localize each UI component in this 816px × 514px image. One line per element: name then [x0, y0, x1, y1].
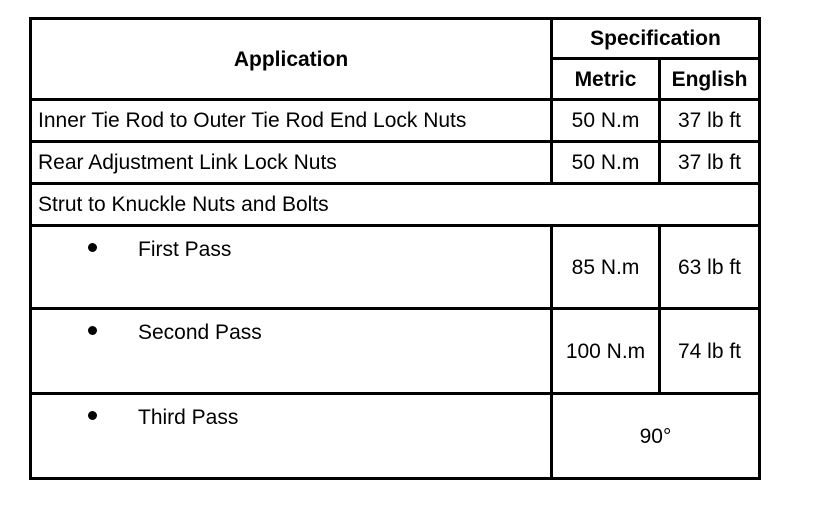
application-cell: First Pass: [29, 224, 553, 310]
application-cell: Second Pass: [29, 307, 553, 395]
english-cell: 37 lb ft: [658, 140, 761, 185]
bullet-icon: [88, 243, 97, 252]
metric-cell: 50 N.m: [550, 98, 661, 143]
header-metric: Metric: [550, 57, 661, 101]
application-cell: Third Pass: [29, 392, 553, 480]
application-text: Second Pass: [138, 321, 262, 344]
table-row: First Pass 85 N.m 63 lb ft: [29, 224, 761, 310]
application-text: Third Pass: [138, 406, 239, 429]
metric-cell: 100 N.m: [550, 307, 661, 395]
metric-cell: 85 N.m: [550, 224, 661, 310]
bullet-icon: [88, 411, 97, 420]
english-cell: 74 lb ft: [658, 307, 761, 395]
header-english: English: [658, 57, 761, 101]
application-cell: Rear Adjustment Link Lock Nuts: [29, 140, 553, 185]
table-row: Inner Tie Rod to Outer Tie Rod End Lock …: [29, 98, 761, 143]
table-row: Rear Adjustment Link Lock Nuts 50 N.m 37…: [29, 140, 761, 185]
section-cell: Strut to Knuckle Nuts and Bolts: [29, 182, 761, 227]
table-row: Third Pass 90°: [29, 392, 761, 480]
torque-spec-table: Application Specification Metric English…: [29, 17, 761, 480]
table-row: Strut to Knuckle Nuts and Bolts: [29, 182, 761, 227]
header-application: Application: [29, 17, 553, 101]
header-specification: Specification: [550, 17, 761, 60]
spec-cell: 90°: [550, 392, 761, 480]
application-cell: Inner Tie Rod to Outer Tie Rod End Lock …: [29, 98, 553, 143]
metric-cell: 50 N.m: [550, 140, 661, 185]
english-cell: 37 lb ft: [658, 98, 761, 143]
table-row: Second Pass 100 N.m 74 lb ft: [29, 307, 761, 395]
english-cell: 63 lb ft: [658, 224, 761, 310]
bullet-icon: [88, 326, 97, 335]
application-text: First Pass: [138, 238, 232, 261]
